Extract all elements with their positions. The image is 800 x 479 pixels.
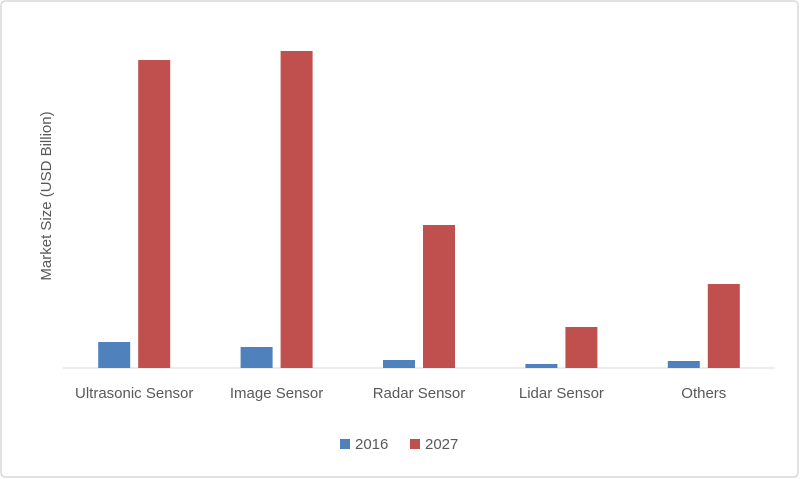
- bar: [383, 360, 415, 368]
- bar: [240, 347, 273, 368]
- x-tick-label: Radar Sensor: [373, 385, 466, 402]
- bar: [525, 364, 558, 368]
- x-tick-label: Others: [681, 385, 726, 402]
- bar: [98, 342, 131, 368]
- legend-swatch: [340, 439, 350, 449]
- x-tick-label: Image Sensor: [230, 385, 323, 402]
- legend-label: 2027: [425, 436, 458, 453]
- bar: [565, 327, 598, 368]
- bar: [280, 51, 313, 368]
- legend-label: 2016: [355, 436, 388, 453]
- x-tick-label: Lidar Sensor: [519, 385, 604, 402]
- bar: [138, 60, 171, 368]
- legend-swatch: [410, 439, 420, 449]
- bar: [423, 225, 455, 368]
- y-axis-label: Market Size (USD Billion): [38, 111, 55, 280]
- bar: [707, 284, 740, 368]
- bar: [667, 361, 700, 368]
- x-tick-label: Ultrasonic Sensor: [75, 385, 193, 402]
